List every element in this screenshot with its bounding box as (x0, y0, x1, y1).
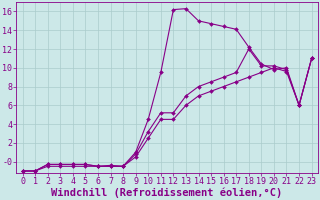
X-axis label: Windchill (Refroidissement éolien,°C): Windchill (Refroidissement éolien,°C) (52, 187, 283, 198)
